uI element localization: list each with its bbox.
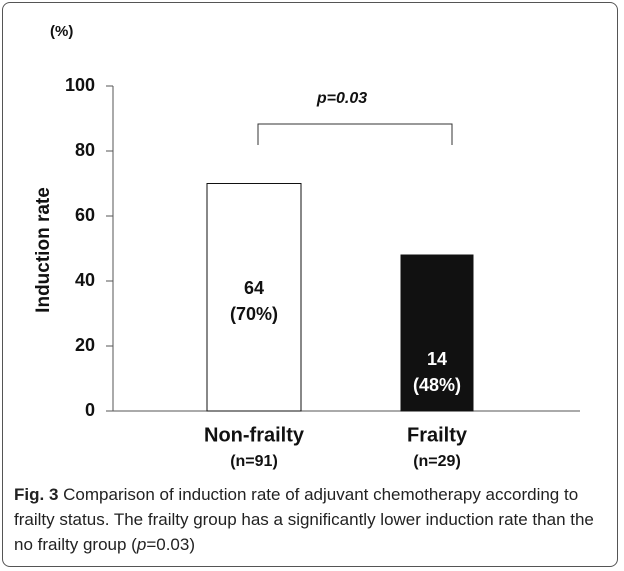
count-label: 14 <box>427 349 447 369</box>
bar <box>206 183 302 412</box>
x-sub-label: (n=91) <box>230 453 278 470</box>
y-tick-label: 20 <box>75 335 95 355</box>
unit-label: (%) <box>50 23 73 40</box>
caption: Fig. 3 Comparison of induction rate of a… <box>14 482 610 557</box>
caption-italic: p <box>136 535 147 554</box>
y-axis-label: Induction rate <box>33 187 54 313</box>
chart: (%) Induction rate p=0.03 0 20 40 60 80 100 64… <box>33 23 580 470</box>
y-tick-label: 40 <box>75 270 95 290</box>
significance-bracket <box>257 123 453 145</box>
value-label: (70%) <box>230 304 278 324</box>
y-tick-label: 80 <box>75 140 95 160</box>
y-tick-label: 100 <box>65 75 95 95</box>
x-tick-label: Non-frailty <box>204 424 305 446</box>
bar <box>400 254 474 412</box>
value-label: (48%) <box>413 375 461 395</box>
y-tick-label: 60 <box>75 205 95 225</box>
caption-label: Fig. 3 <box>14 485 59 504</box>
p-value: p=0.03 <box>316 90 367 107</box>
y-tick-label: 0 <box>85 400 95 420</box>
caption-end: =0.03) <box>146 535 195 554</box>
figure-frame <box>2 2 618 567</box>
count-label: 64 <box>244 278 264 298</box>
caption-text: Comparison of induction rate of adjuvant… <box>14 485 594 554</box>
x-tick-label: Frailty <box>407 424 468 446</box>
x-sub-label: (n=29) <box>413 453 461 470</box>
